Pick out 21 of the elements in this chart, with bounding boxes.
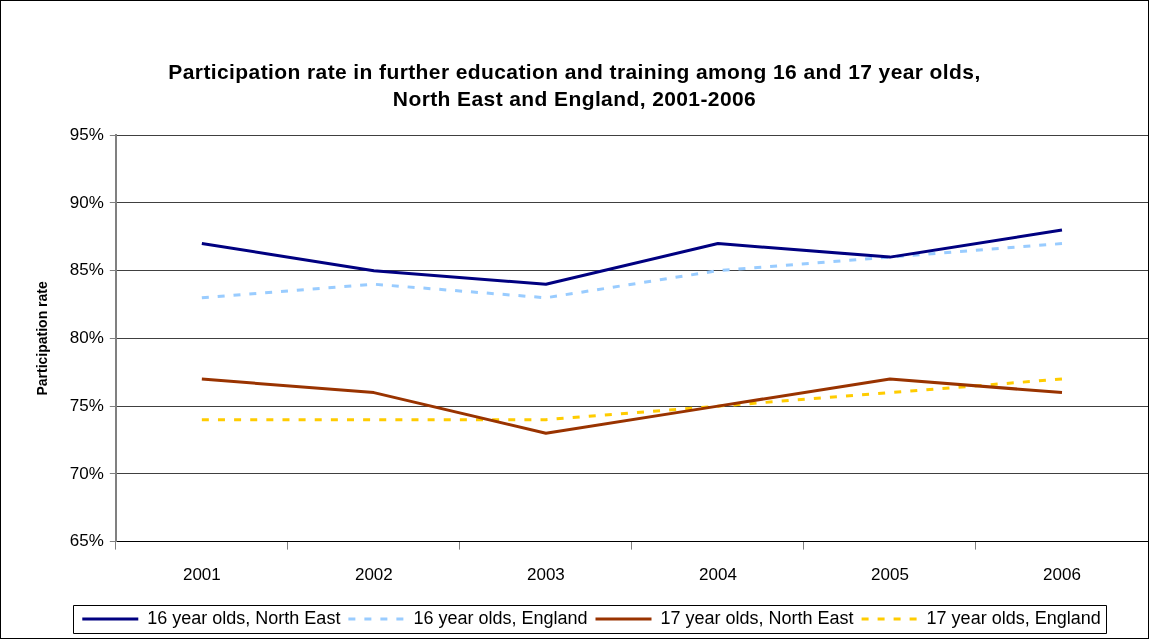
chart-title: Participation rate in further education and training among 16 and 17 year olds, North East and England, 2001-2006 [167,59,982,112]
y-tick-label: 90% [69,192,104,212]
x-tick-label: 2006 [1043,565,1081,585]
x-tick-label: 2004 [699,565,737,585]
legend-label: 17 year olds, England [926,607,1101,628]
x-tick-label: 2002 [354,565,393,585]
y-axis-title: Participation rate [34,281,51,396]
y-tick-label: 75% [69,395,104,415]
x-tick-label: 2005 [871,565,909,585]
x-tick-label: 2003 [526,565,565,585]
y-tick-label: 85% [69,260,104,280]
x-tick-label: 2001 [182,565,221,585]
line-series [200,242,1064,300]
y-tick-label: 70% [69,463,104,483]
legend-label: 16 year olds, North East [147,607,341,628]
y-tick-label: 95% [69,124,104,144]
y-tick-label: 80% [69,328,104,348]
legend-label: 16 year olds, England [413,607,588,628]
line-series [200,377,1064,422]
legend-label: 17 year olds, North East [660,607,854,628]
y-tick-label: 65% [69,531,104,551]
